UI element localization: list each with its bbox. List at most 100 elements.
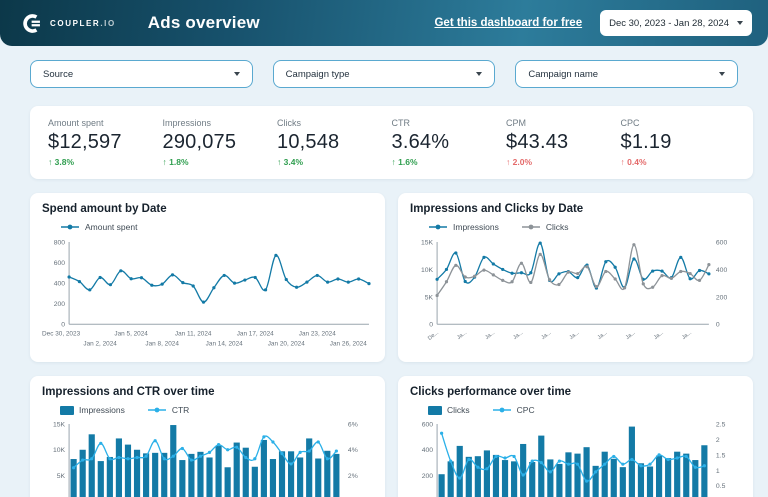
trend-arrow-icon: ↑ bbox=[620, 157, 625, 167]
svg-text:5K: 5K bbox=[425, 294, 434, 301]
svg-text:Jan 14, 2024: Jan 14, 2024 bbox=[206, 340, 243, 347]
kpi-label: CTR bbox=[391, 118, 411, 128]
kpi-value: 290,075 bbox=[162, 131, 237, 153]
kpi-value: 10,548 bbox=[277, 131, 340, 153]
filter-campaign-name[interactable]: Campaign name bbox=[515, 60, 739, 88]
svg-text:15K: 15K bbox=[53, 421, 66, 428]
svg-text:2.5: 2.5 bbox=[716, 421, 726, 428]
kpi-change: ↑ 3.8% bbox=[48, 157, 74, 167]
chevron-down-icon bbox=[476, 72, 483, 76]
svg-text:Ja...: Ja... bbox=[484, 330, 496, 341]
kpi-change: ↑ 1.6% bbox=[391, 157, 418, 167]
legend-item-ctr: CTR bbox=[147, 405, 189, 415]
trend-arrow-icon: ↑ bbox=[48, 157, 53, 167]
kpi-ctr: CTR 3.64% ↑ 1.6% bbox=[392, 118, 507, 167]
coupler-logo-icon bbox=[23, 13, 40, 33]
svg-text:400: 400 bbox=[716, 267, 728, 274]
svg-text:200: 200 bbox=[422, 473, 434, 480]
kpi-cpm: CPM $43.43 ↑ 2.0% bbox=[506, 118, 621, 167]
trend-arrow-icon: ↑ bbox=[277, 157, 282, 167]
svg-text:2: 2 bbox=[716, 437, 720, 444]
svg-text:600: 600 bbox=[716, 239, 728, 246]
svg-text:Jan 5, 2024: Jan 5, 2024 bbox=[114, 330, 148, 337]
svg-text:Jan 20, 2024: Jan 20, 2024 bbox=[268, 340, 305, 347]
svg-text:0: 0 bbox=[429, 322, 433, 329]
svg-text:10K: 10K bbox=[53, 447, 66, 454]
chart-title: Spend amount by Date bbox=[42, 203, 167, 215]
svg-text:De...: De... bbox=[427, 330, 440, 342]
legend-line-swatch bbox=[429, 224, 447, 230]
legend-item-impressions: Impressions bbox=[60, 405, 125, 415]
svg-text:1.5: 1.5 bbox=[716, 452, 726, 459]
svg-text:200: 200 bbox=[716, 294, 728, 301]
kpi-label: Impressions bbox=[162, 118, 212, 128]
brand-text: COUPLER.IO bbox=[50, 18, 116, 28]
chart-title: Clicks performance over time bbox=[410, 386, 572, 398]
chart-title: Impressions and CTR over time bbox=[42, 386, 215, 398]
charts-row-2: Impressions and CTR over time Impression… bbox=[30, 376, 753, 497]
svg-text:15K: 15K bbox=[421, 239, 434, 246]
filter-campaign-type-label: Campaign type bbox=[285, 68, 350, 80]
legend-line-swatch bbox=[61, 224, 79, 230]
app-header: COUPLER.IO Ads overview Get this dashboa… bbox=[0, 0, 768, 46]
chevron-down-icon bbox=[719, 72, 726, 76]
svg-text:800: 800 bbox=[54, 239, 66, 246]
filter-bar: Source Campaign type Campaign name bbox=[30, 60, 739, 88]
charts-row-1: Spend amount by Date Amount spent 0 200 40… bbox=[30, 193, 753, 362]
svg-text:Jan 23, 2024: Jan 23, 2024 bbox=[299, 330, 336, 337]
svg-text:6%: 6% bbox=[348, 421, 358, 428]
svg-text:400: 400 bbox=[422, 447, 434, 454]
chevron-down-icon bbox=[737, 21, 743, 25]
date-range-selector[interactable]: Dec 30, 2023 - Jan 28, 2024 bbox=[600, 10, 752, 36]
legend-item-clicks: Clicks bbox=[428, 405, 470, 415]
kpi-value: $1.19 bbox=[620, 131, 672, 153]
svg-text:4%: 4% bbox=[348, 447, 358, 454]
filter-source[interactable]: Source bbox=[30, 60, 253, 88]
impressions-clicks-chart: 0 5K 10K 15K 0 200 400 600 De... Ja... Ja... Ja... J… bbox=[421, 239, 728, 342]
filter-campaign-type[interactable]: Campaign type bbox=[272, 60, 496, 88]
kpi-cpc: CPC $1.19 ↑ 0.4% bbox=[621, 118, 736, 167]
svg-text:Jan 11, 2024: Jan 11, 2024 bbox=[175, 330, 212, 337]
kpi-label: Amount spent bbox=[48, 118, 104, 128]
kpi-label: Clicks bbox=[277, 118, 301, 128]
svg-text:Dec 30, 2023: Dec 30, 2023 bbox=[42, 330, 81, 337]
svg-text:5K: 5K bbox=[57, 473, 66, 480]
svg-text:Jan 26, 2024: Jan 26, 2024 bbox=[330, 340, 367, 347]
get-dashboard-link[interactable]: Get this dashboard for free bbox=[434, 17, 583, 29]
trend-arrow-icon: ↑ bbox=[162, 157, 167, 167]
kpi-change: ↑ 0.4% bbox=[620, 157, 647, 167]
svg-text:Ja...: Ja... bbox=[456, 330, 468, 341]
svg-text:Ja...: Ja... bbox=[653, 330, 665, 341]
kpi-label: CPM bbox=[506, 118, 526, 128]
filter-campaign-name-label: Campaign name bbox=[528, 68, 599, 80]
kpi-clicks: Clicks 10,548 ↑ 3.4% bbox=[277, 118, 392, 167]
svg-text:Jan 17, 2024: Jan 17, 2024 bbox=[237, 330, 274, 337]
legend-item-amount-spent: Amount spent bbox=[60, 222, 137, 232]
svg-text:0.5: 0.5 bbox=[716, 483, 726, 490]
clicks-performance-card: Clicks performance over time Clicks CPC … bbox=[398, 376, 753, 497]
legend-line-swatch bbox=[147, 407, 166, 413]
impressions-clicks-card: Impressions and Clicks by Date Impressio… bbox=[398, 193, 753, 362]
kpi-amount-spent: Amount spent $12,597 ↑ 3.8% bbox=[48, 118, 163, 167]
legend-line-swatch bbox=[492, 407, 511, 413]
chart-legend: Amount spent bbox=[60, 221, 373, 233]
svg-text:Jan 2, 2024: Jan 2, 2024 bbox=[83, 340, 117, 347]
kpi-change: ↑ 3.4% bbox=[277, 157, 303, 167]
kpi-value: $12,597 bbox=[48, 131, 122, 153]
svg-text:Ja...: Ja... bbox=[597, 330, 609, 341]
svg-text:600: 600 bbox=[54, 260, 66, 267]
kpi-change: ↑ 1.8% bbox=[162, 157, 189, 167]
svg-text:Ja...: Ja... bbox=[540, 330, 552, 341]
svg-text:Ja...: Ja... bbox=[512, 330, 524, 341]
svg-text:1: 1 bbox=[716, 468, 720, 475]
chevron-down-icon bbox=[233, 72, 240, 76]
svg-text:10K: 10K bbox=[421, 267, 434, 274]
clicks-cpc-chart: 020040060000.511.522.5 bbox=[422, 421, 726, 497]
filter-source-label: Source bbox=[43, 68, 74, 80]
chart-title: Impressions and Clicks by Date bbox=[410, 203, 584, 215]
chart-legend: Impressions Clicks bbox=[428, 221, 741, 233]
svg-text:0: 0 bbox=[716, 322, 720, 329]
legend-bar-swatch bbox=[428, 405, 442, 415]
trend-arrow-icon: ↑ bbox=[391, 157, 396, 167]
